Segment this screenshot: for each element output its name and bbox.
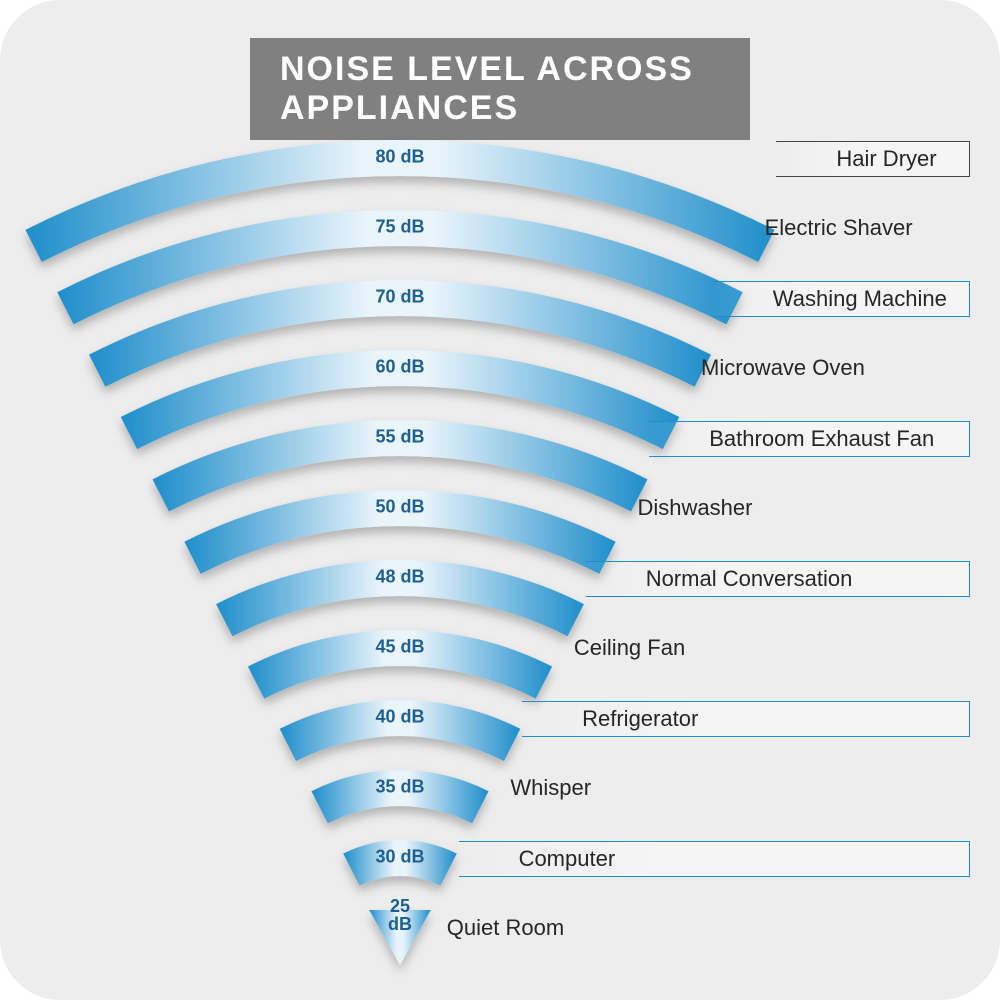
appliance-label: Microwave Oven [701,355,865,381]
db-value: 48 dB [375,566,424,586]
appliance-label: Electric Shaver [765,215,913,241]
db-value: 80 dB [375,146,424,166]
appliance-label: Refrigerator [522,701,970,737]
appliance-label: Washing Machine [713,281,970,317]
db-value: 50 dB [375,496,424,516]
db-value: 75 dB [375,216,424,236]
db-value: 60 dB [375,356,424,376]
db-value: 25 [390,896,410,916]
appliance-label: Normal Conversation [586,561,970,597]
infographic-card: NOISE LEVEL ACROSS APPLIANCES 80 dB75 dB… [0,0,1000,1000]
appliance-label: Bathroom Exhaust Fan [649,421,970,457]
db-value: dB [388,914,412,934]
db-value: 30 dB [375,846,424,866]
db-value: 40 dB [375,706,424,726]
appliance-label: Whisper [510,775,591,801]
appliance-label: Quiet Room [447,915,564,941]
db-value: 45 dB [375,636,424,656]
appliance-label: Dishwasher [637,495,752,521]
appliance-label: Ceiling Fan [574,635,685,661]
db-value: 70 dB [375,286,424,306]
appliance-label: Computer [459,841,970,877]
db-value: 55 dB [375,426,424,446]
db-value: 35 dB [375,776,424,796]
appliance-label: Hair Dryer [776,141,970,177]
